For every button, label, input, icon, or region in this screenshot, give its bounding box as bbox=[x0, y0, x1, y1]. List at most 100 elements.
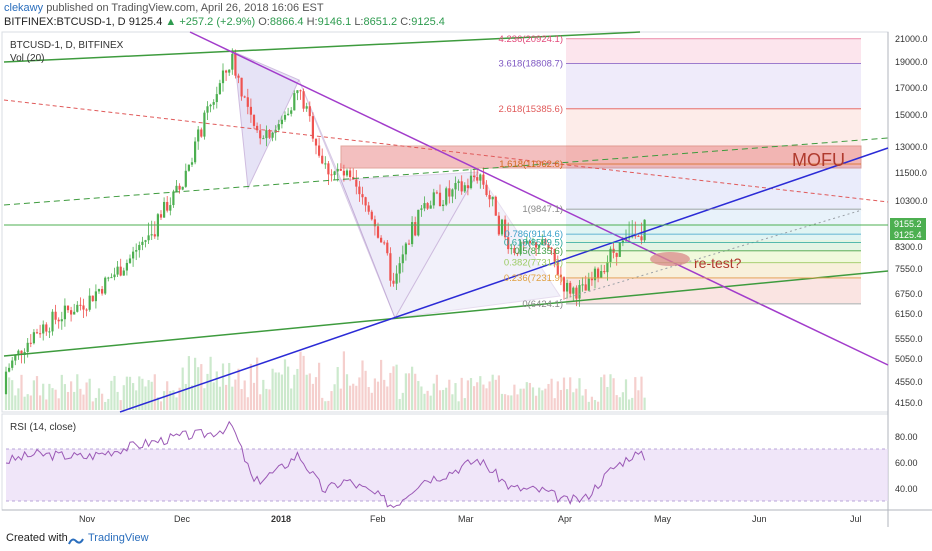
volume-bar bbox=[345, 374, 349, 410]
volume-bar bbox=[497, 375, 500, 410]
candle-body bbox=[29, 342, 32, 344]
candle-body bbox=[349, 170, 352, 178]
price-tick-label: 6750.0 bbox=[895, 289, 923, 299]
candle-body bbox=[184, 170, 187, 187]
volume-bar bbox=[553, 398, 556, 410]
volume-bar bbox=[361, 360, 364, 410]
price-change: ▲ +257.2 (+2.9%) bbox=[165, 16, 256, 28]
candle-body bbox=[94, 291, 97, 302]
candle-body bbox=[283, 114, 287, 120]
candle-body bbox=[330, 174, 333, 176]
candle-body bbox=[45, 324, 48, 332]
candle-body bbox=[17, 350, 20, 356]
volume-bar bbox=[225, 384, 228, 410]
candle-body bbox=[457, 181, 460, 184]
volume-bar bbox=[200, 364, 203, 410]
volume-bar bbox=[104, 401, 107, 410]
candle-body bbox=[42, 324, 45, 334]
volume-bar bbox=[221, 363, 225, 410]
volume-bar bbox=[519, 388, 522, 410]
volume-bar bbox=[274, 372, 277, 410]
candle-body bbox=[70, 310, 73, 315]
candle-body bbox=[125, 262, 128, 271]
volume-bar bbox=[194, 357, 197, 410]
candle-body bbox=[519, 241, 522, 255]
candle-body bbox=[606, 261, 609, 273]
candle-body bbox=[435, 192, 438, 194]
candle-body bbox=[578, 285, 581, 299]
time-tick-label: 2018 bbox=[271, 514, 291, 524]
candle-body bbox=[237, 75, 240, 78]
candle-body bbox=[392, 280, 395, 284]
candle-body bbox=[507, 237, 510, 250]
candle-body bbox=[32, 332, 35, 344]
candle-body bbox=[383, 242, 386, 244]
rsi-axis[interactable]: 80.00 60.00 40.00 bbox=[895, 432, 918, 494]
harmonic-pattern bbox=[233, 51, 561, 320]
price-tick-label: 10300.0 bbox=[895, 196, 928, 206]
volume-bar bbox=[150, 381, 153, 410]
volume-bar bbox=[144, 386, 147, 410]
candle-body bbox=[194, 141, 197, 163]
candle-body bbox=[482, 174, 485, 185]
ohlc-bar: BITFINEX:BTCUSD-1, D 9125.4 ▲ +257.2 (+2… bbox=[4, 16, 445, 28]
price-badge-lower-text: 9125.4 bbox=[894, 230, 922, 240]
tradingview-brand[interactable]: TradingView bbox=[88, 532, 149, 544]
volume-bar bbox=[163, 391, 166, 410]
volume-bar bbox=[190, 385, 194, 410]
volume-bar bbox=[414, 373, 417, 410]
fib-label: 1.618(11962.6) bbox=[499, 159, 563, 170]
price-chart[interactable]: 4.236(20924.1) 3.618(18808.7) 2.618(15385.… bbox=[0, 0, 932, 527]
price-axis[interactable]: 21000.0 19000.0 17000.0 15000.0 13000.0 11500… bbox=[895, 34, 928, 408]
volume-bars bbox=[4, 351, 646, 410]
volume-bar bbox=[525, 382, 528, 410]
volume-bar bbox=[23, 396, 26, 410]
volume-bar bbox=[79, 388, 82, 410]
author-link[interactable]: clekawy bbox=[4, 2, 44, 14]
volume-bar bbox=[383, 379, 386, 410]
volume-bar bbox=[541, 390, 544, 410]
candle-body bbox=[259, 130, 262, 139]
volume-bar bbox=[262, 379, 265, 410]
volume-bar bbox=[578, 378, 581, 410]
candle-body bbox=[389, 253, 392, 281]
candle-body bbox=[305, 106, 308, 109]
candle-body bbox=[469, 175, 473, 189]
candle-body bbox=[76, 304, 79, 312]
volume-bar bbox=[355, 385, 358, 410]
candle-body bbox=[150, 234, 153, 236]
candle-body bbox=[190, 162, 194, 165]
volume-bar bbox=[240, 389, 243, 410]
candle-body bbox=[249, 106, 252, 115]
volume-bar bbox=[488, 381, 491, 410]
time-tick-label: Nov bbox=[79, 514, 96, 524]
candle-body bbox=[144, 240, 147, 242]
fib-label: 1(9847.1) bbox=[522, 204, 563, 215]
volume-bar bbox=[411, 366, 414, 410]
volume-bar bbox=[606, 386, 609, 410]
volume-bar bbox=[476, 382, 479, 410]
candle-body bbox=[8, 367, 11, 372]
candle-body bbox=[234, 53, 237, 76]
volume-bar bbox=[516, 394, 519, 410]
time-tick-label: Jul bbox=[850, 514, 862, 524]
candle-body bbox=[318, 145, 321, 156]
price-badge-upper bbox=[890, 218, 926, 229]
volume-bar bbox=[218, 386, 221, 410]
candle-body bbox=[473, 175, 476, 178]
volume-bar bbox=[203, 388, 206, 410]
volume-bar bbox=[156, 397, 159, 410]
time-axis[interactable]: Nov Dec 2018 Feb Mar Apr May Jun Jul bbox=[79, 514, 862, 524]
volume-bar bbox=[265, 388, 268, 410]
candle-body bbox=[203, 112, 206, 137]
volume-bar bbox=[575, 388, 578, 410]
time-tick-label: Dec bbox=[174, 514, 191, 524]
tradingview-logo-icon bbox=[68, 533, 84, 545]
candle-body bbox=[73, 311, 76, 315]
volume-bar bbox=[299, 351, 302, 410]
candle-body bbox=[153, 234, 156, 237]
candle-body bbox=[615, 252, 618, 257]
candle-body bbox=[590, 278, 593, 281]
candle-body bbox=[491, 196, 494, 200]
volume-bar bbox=[60, 374, 63, 410]
